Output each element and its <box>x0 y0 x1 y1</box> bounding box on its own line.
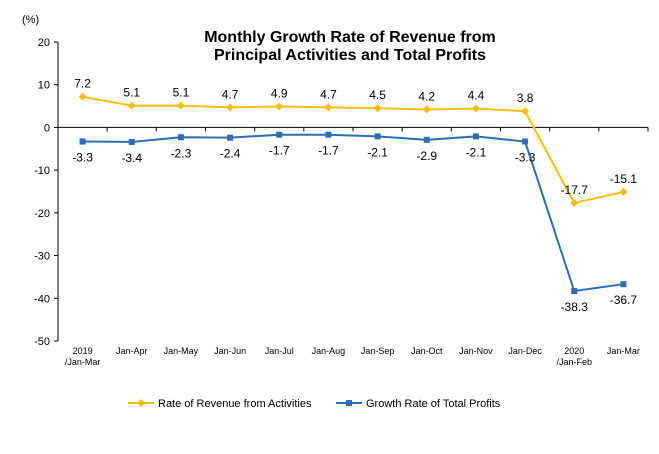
revenue-data-point <box>422 105 431 114</box>
y-tick-label: -20 <box>34 208 50 220</box>
profits-data-label: -3.3 <box>515 151 536 165</box>
profits-data-point <box>325 131 332 138</box>
x-category-label: Jan-Dec <box>508 346 542 356</box>
revenue-data-point <box>373 104 382 113</box>
legend-label: Rate of Revenue from Activities <box>158 398 312 410</box>
profits-data-label: -38.3 <box>561 300 589 314</box>
y-tick-label: 10 <box>38 80 50 92</box>
x-category-label: Jan-Oct <box>411 346 443 356</box>
legend-label: Growth Rate of Total Profits <box>366 398 501 410</box>
profits-data-label: -2.3 <box>171 146 192 160</box>
profits-data-point <box>276 131 283 138</box>
y-axis-unit: (%) <box>22 14 40 26</box>
revenue-data-point <box>324 103 333 112</box>
series-line-profits <box>82 133 624 293</box>
y-tick-label: 0 <box>44 122 50 134</box>
revenue-data-point <box>78 92 87 101</box>
profits-data-point <box>79 138 86 145</box>
profits-data-label: -36.7 <box>610 293 638 307</box>
revenue-data-label: 7.2 <box>74 77 91 91</box>
revenue-data-point <box>275 102 284 111</box>
x-category-label: Jan-Mar <box>607 346 640 356</box>
profits-data-point <box>227 134 234 141</box>
profits-data-label: -3.3 <box>72 151 93 165</box>
profits-data-point <box>620 281 627 288</box>
profits-data-point <box>374 133 381 140</box>
profits-data-point <box>571 288 578 295</box>
x-category-label: Jan-Apr <box>116 346 148 356</box>
x-category-label: 2020 <box>564 346 584 356</box>
x-category-label: Jan-Nov <box>459 346 493 356</box>
profits-data-label: -2.9 <box>416 149 437 163</box>
revenue-data-label: 4.2 <box>418 89 435 103</box>
profits-data-label: -1.7 <box>269 144 290 158</box>
y-tick-label: -40 <box>34 293 50 305</box>
revenue-data-label: 4.7 <box>222 87 239 101</box>
legend-marker <box>137 399 145 407</box>
x-category-label: /Jan-Mar <box>65 357 101 367</box>
profits-data-point <box>423 136 430 143</box>
revenue-data-point <box>127 101 136 110</box>
y-tick-label: 20 <box>38 37 50 49</box>
revenue-data-point <box>176 101 185 110</box>
revenue-data-label: 4.7 <box>320 87 337 101</box>
legend-marker <box>346 400 352 406</box>
x-category-label: Jan-Jul <box>265 346 294 356</box>
chart-title-line1: Monthly Growth Rate of Revenue from <box>204 29 496 46</box>
profits-data-label: -2.1 <box>466 145 487 159</box>
profits-data-point <box>128 138 135 145</box>
y-tick-label: -50 <box>34 336 50 348</box>
revenue-data-label: 4.4 <box>468 89 485 103</box>
revenue-data-label: 4.5 <box>369 88 386 102</box>
revenue-data-point <box>521 107 530 116</box>
profits-data-point <box>177 134 184 141</box>
x-category-label: Jan-May <box>164 346 199 356</box>
x-category-label: /Jan-Feb <box>556 357 592 367</box>
profits-data-label: -1.7 <box>318 144 339 158</box>
x-category-label: Jan-Jun <box>214 346 246 356</box>
revenue-data-label: -15.1 <box>610 172 638 186</box>
revenue-data-point <box>226 103 235 112</box>
y-tick-label: -30 <box>34 251 50 263</box>
revenue-data-point <box>570 199 579 208</box>
revenue-data-label: 3.8 <box>517 91 534 105</box>
profits-data-label: -2.1 <box>367 145 388 159</box>
y-tick-label: -10 <box>34 165 50 177</box>
revenue-data-label: -17.7 <box>561 183 589 197</box>
x-category-label: 2019 <box>73 346 93 356</box>
revenue-data-point <box>619 187 628 196</box>
x-category-label: Jan-Sep <box>361 346 395 356</box>
profits-data-point <box>472 133 479 140</box>
profits-data-label: -2.4 <box>220 147 241 161</box>
revenue-data-label: 4.9 <box>271 86 288 100</box>
chart-title-line2: Principal Activities and Total Profits <box>213 47 487 64</box>
x-category-label: Jan-Aug <box>312 346 346 356</box>
revenue-data-point <box>471 104 480 113</box>
revenue-data-label: 5.1 <box>173 86 190 100</box>
series-line-revenue <box>82 95 624 205</box>
profits-data-label: -3.4 <box>121 151 142 165</box>
profits-data-point <box>522 138 529 145</box>
revenue-data-label: 5.1 <box>123 86 140 100</box>
